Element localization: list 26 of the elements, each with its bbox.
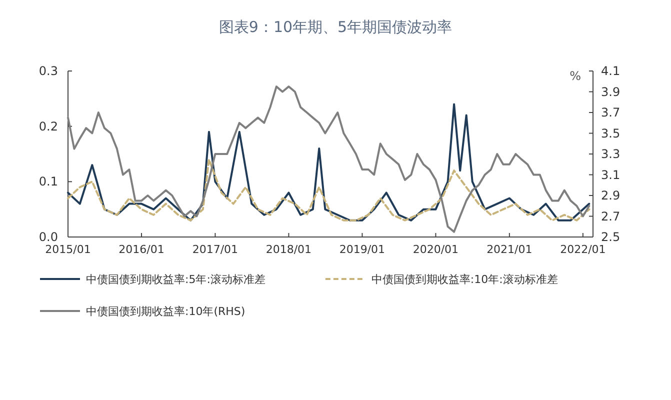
y-tick-label: 0.2: [38, 119, 58, 134]
x-tick-label: 2019/01: [339, 243, 386, 256]
x-tick-label: 2018/01: [266, 243, 312, 256]
x-tick-label: 2022/01: [560, 243, 606, 256]
x-tick-label: 2021/01: [486, 243, 532, 256]
y2-tick-label: 2.5: [601, 230, 620, 244]
title: 图表9：10年期、5年期国债波动率: [218, 18, 452, 36]
legend-label: 中债国债到期收益率:10年:滚动标准差: [371, 273, 558, 286]
legend-label: 中债国债到期收益率:10年(RHS): [86, 305, 246, 318]
y2-tick-label: 2.7: [601, 209, 620, 224]
y2-tick-label: 3.5: [601, 126, 620, 140]
x-tick-label: 2017/01: [192, 243, 238, 256]
y-tick-label: 0.0: [38, 230, 58, 244]
y2-tick-label: 3.1: [601, 168, 620, 182]
y2-tick-label: 3.3: [601, 147, 620, 161]
legend-label: 中债国债到期收益率:5年:滚动标准差: [86, 273, 266, 286]
x-tick-label: 2016/01: [118, 243, 164, 256]
y2-tick-label: 4.1: [601, 64, 620, 78]
x-tick-label: 2020/01: [412, 243, 459, 256]
x-tick-label: 2015/01: [45, 243, 91, 256]
y-tick-label: 0.1: [38, 174, 58, 189]
y2-tick-label: 3.9: [601, 84, 620, 99]
y2-tick-label: 2.9: [601, 188, 620, 202]
y2-axis-title: %: [570, 69, 581, 83]
y-tick-label: 0.3: [38, 64, 58, 78]
y2-tick-label: 3.7: [601, 106, 620, 120]
